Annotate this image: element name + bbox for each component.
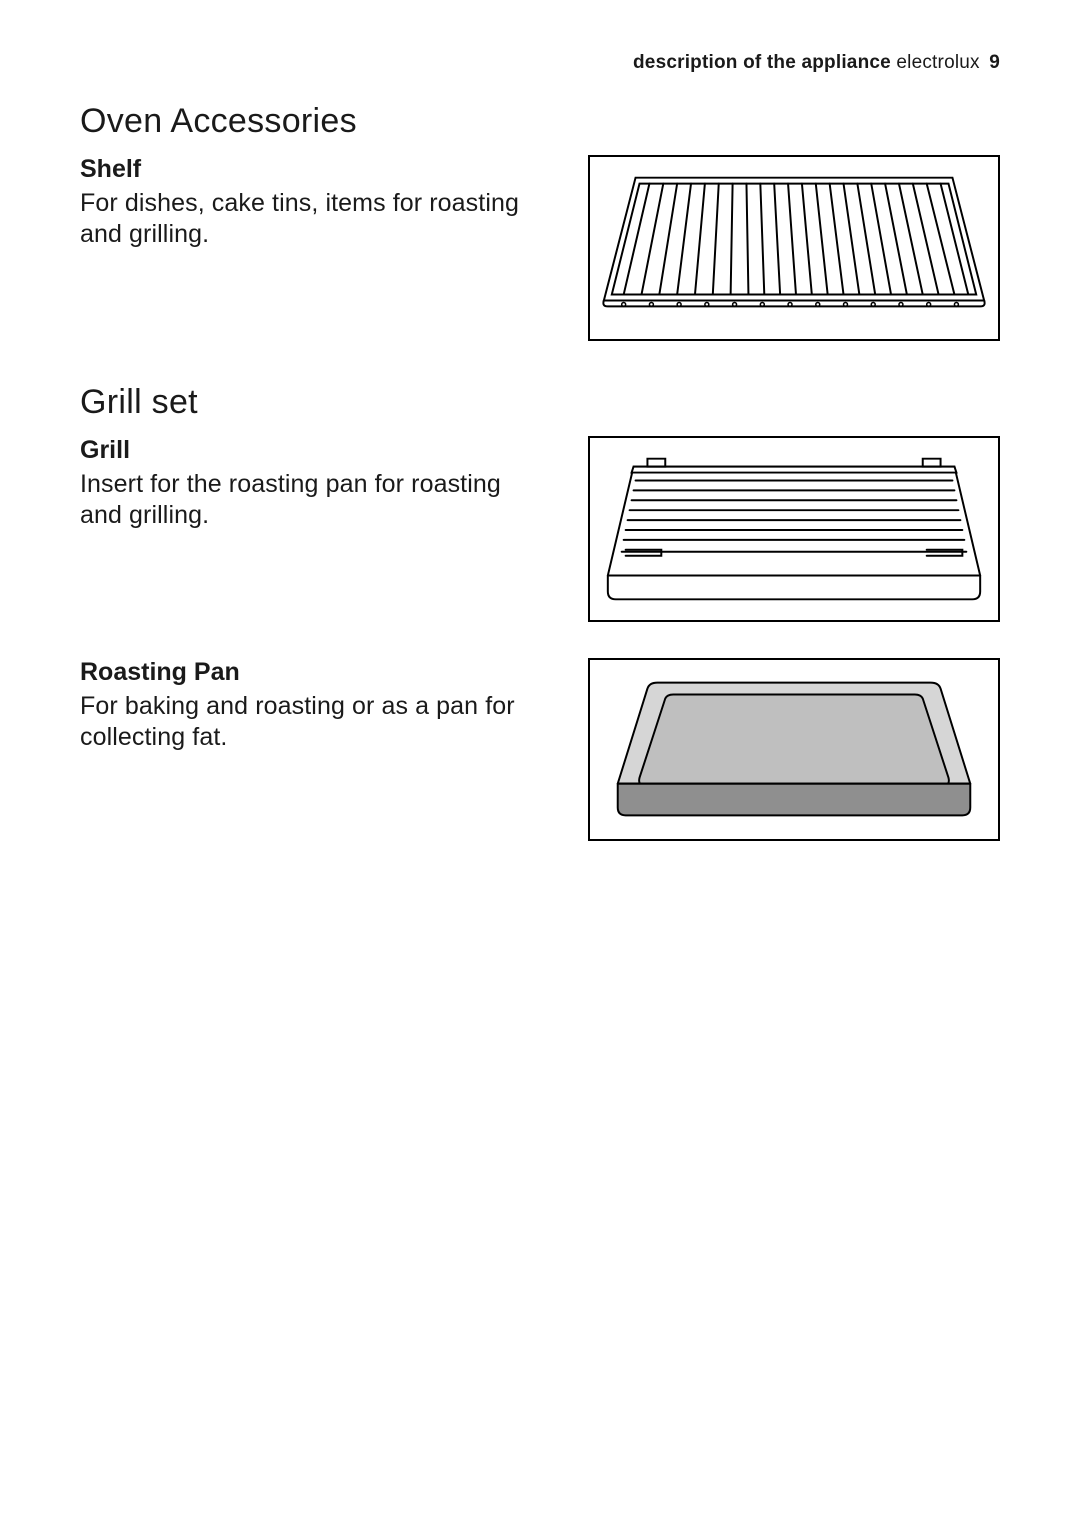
figure-shelf bbox=[588, 155, 1000, 341]
item-roasting-pan: Roasting Pan For baking and roasting or … bbox=[80, 658, 1000, 841]
page-title: Oven Accessories bbox=[80, 102, 1000, 141]
item-grill-title: Grill bbox=[80, 436, 540, 465]
item-roasting-pan-body: For baking and roasting or as a pan for … bbox=[80, 691, 540, 754]
roasting-pan-icon bbox=[590, 658, 998, 841]
item-shelf: Shelf For dishes, cake tins, items for r… bbox=[80, 155, 1000, 341]
item-shelf-figure-col bbox=[562, 155, 1000, 341]
item-roasting-pan-figure-col bbox=[562, 658, 1000, 841]
item-shelf-title: Shelf bbox=[80, 155, 540, 184]
item-roasting-pan-title: Roasting Pan bbox=[80, 658, 540, 687]
item-shelf-text: Shelf For dishes, cake tins, items for r… bbox=[80, 155, 540, 251]
item-grill-figure-col bbox=[562, 436, 1000, 622]
item-grill-text: Grill Insert for the roasting pan for ro… bbox=[80, 436, 540, 532]
shelf-icon bbox=[590, 155, 998, 341]
section-title-grill-set: Grill set bbox=[80, 383, 1000, 422]
item-grill: Grill Insert for the roasting pan for ro… bbox=[80, 436, 1000, 622]
header-brand: electrolux bbox=[896, 52, 979, 73]
running-header: description of the appliance electrolux … bbox=[80, 52, 1000, 74]
item-roasting-pan-text: Roasting Pan For baking and roasting or … bbox=[80, 658, 540, 754]
item-grill-body: Insert for the roasting pan for roasting… bbox=[80, 469, 540, 532]
figure-roasting-pan bbox=[588, 658, 1000, 841]
manual-page: description of the appliance electrolux … bbox=[0, 0, 1080, 1529]
header-page-number: 9 bbox=[989, 52, 1000, 73]
item-shelf-body: For dishes, cake tins, items for roastin… bbox=[80, 188, 540, 251]
figure-grill bbox=[588, 436, 1000, 622]
header-section-name: description of the appliance bbox=[633, 52, 891, 73]
grill-rack-icon bbox=[590, 436, 998, 622]
